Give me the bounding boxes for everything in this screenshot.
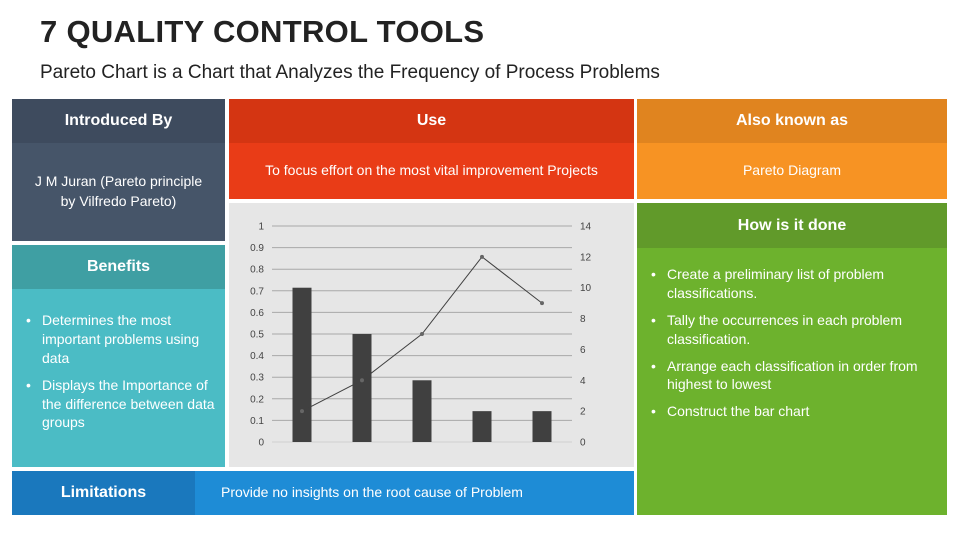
left-axis-tick-label: 1 xyxy=(258,222,264,233)
how-item: Tally the occurrences in each problem cl… xyxy=(645,311,939,349)
benefit-item: Displays the Importance of the differenc… xyxy=(20,376,217,433)
left-axis-tick-label: 0.8 xyxy=(250,265,264,276)
bar xyxy=(292,287,312,442)
use-header: Use xyxy=(229,99,634,143)
line-point xyxy=(300,409,304,414)
left-axis-tick-label: 0.2 xyxy=(250,394,264,405)
benefits-list: Determines the most important problems u… xyxy=(20,311,217,432)
left-axis-tick-label: 0.3 xyxy=(250,373,264,384)
how-list: Create a preliminary list of problem cla… xyxy=(645,265,939,421)
also-known-as-body: Pareto Diagram xyxy=(637,143,947,199)
left-axis-tick-label: 0.4 xyxy=(250,351,264,362)
how-header: How is it done xyxy=(637,203,947,248)
right-axis-tick-label: 10 xyxy=(580,283,592,294)
bar xyxy=(472,411,492,442)
benefits-header: Benefits xyxy=(12,245,225,289)
limitations-body: Provide no insights on the root cause of… xyxy=(195,471,634,515)
page-title: 7 QUALITY CONTROL TOOLS xyxy=(40,14,485,49)
right-axis-tick-label: 14 xyxy=(580,222,592,233)
line-point xyxy=(420,332,424,336)
right-axis-tick-label: 0 xyxy=(580,438,586,449)
pareto-chart: 0 0.1 0.2 0.3 0.4 0.5 0.6 0.7 0.8 0.9 1 0 2 4 6 8 10 12 14 xyxy=(229,203,634,467)
benefit-item: Determines the most important problems u… xyxy=(20,311,217,368)
bar xyxy=(532,411,552,442)
bar xyxy=(352,334,372,442)
limitations-label: Limitations xyxy=(12,471,195,515)
left-axis-tick-label: 0.9 xyxy=(250,243,264,254)
how-item: Construct the bar chart xyxy=(645,402,939,421)
also-known-as-header: Also known as xyxy=(637,99,947,143)
bar xyxy=(412,380,432,442)
left-axis-tick-label: 0.6 xyxy=(250,308,264,319)
how-body: Create a preliminary list of problem cla… xyxy=(637,248,947,515)
right-axis-tick-label: 2 xyxy=(580,407,586,418)
left-axis-tick-label: 0.1 xyxy=(250,416,264,427)
right-axis-tick-label: 12 xyxy=(580,252,592,263)
right-axis-tick-label: 4 xyxy=(580,376,586,387)
right-axis-tick-label: 8 xyxy=(580,314,586,325)
introduced-by-header: Introduced By xyxy=(12,99,225,143)
use-body: To focus effort on the most vital improv… xyxy=(229,143,634,199)
benefits-body: Determines the most important problems u… xyxy=(12,289,225,467)
how-item: Create a preliminary list of problem cla… xyxy=(645,265,939,303)
line-point xyxy=(360,378,364,383)
left-axis-tick-label: 0 xyxy=(258,438,264,449)
left-axis-tick-label: 0.7 xyxy=(250,286,264,297)
line-point xyxy=(540,301,544,306)
line-point xyxy=(480,254,484,259)
introduced-by-body: J M Juran (Pareto principle by Vilfredo … xyxy=(12,143,225,241)
left-axis-tick-label: 0.5 xyxy=(250,330,264,341)
page-subtitle: Pareto Chart is a Chart that Analyzes th… xyxy=(40,62,660,83)
how-item: Arrange each classification in order fro… xyxy=(645,357,939,395)
right-axis-tick-label: 6 xyxy=(580,345,586,356)
